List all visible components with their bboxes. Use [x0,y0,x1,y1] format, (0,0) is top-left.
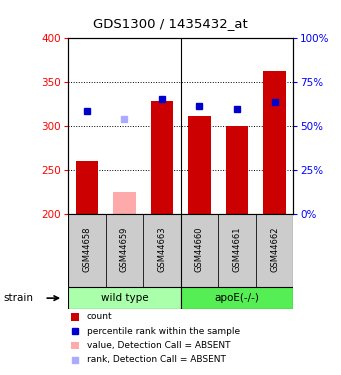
Text: GSM44661: GSM44661 [233,226,241,272]
Bar [188,116,211,214]
Bar [143,214,181,287]
Text: apoE(-/-): apoE(-/-) [214,293,260,303]
Text: GDS1300 / 1435432_at: GDS1300 / 1435432_at [93,17,248,30]
FancyBboxPatch shape [71,313,79,321]
Bar [151,101,173,214]
Text: GSM44663: GSM44663 [158,226,166,272]
Text: GSM44662: GSM44662 [270,226,279,272]
Text: GSM44658: GSM44658 [83,226,91,272]
Bar [256,214,293,287]
Text: wild type: wild type [101,293,148,303]
Text: count: count [87,312,113,321]
Text: strain: strain [3,293,33,303]
Bar [76,161,98,214]
Bar [181,287,293,309]
Text: rank, Detection Call = ABSENT: rank, Detection Call = ABSENT [87,355,226,364]
Bar [218,214,256,287]
Text: percentile rank within the sample: percentile rank within the sample [87,327,240,336]
Bar [181,214,218,287]
Text: GSM44660: GSM44660 [195,226,204,272]
Text: GSM44659: GSM44659 [120,226,129,272]
Bar [113,192,136,214]
Text: value, Detection Call = ABSENT: value, Detection Call = ABSENT [87,341,231,350]
FancyBboxPatch shape [71,342,79,349]
Bar [226,126,248,214]
Bar [106,214,143,287]
Bar [68,287,181,309]
Bar [68,214,106,287]
Bar [263,71,286,214]
